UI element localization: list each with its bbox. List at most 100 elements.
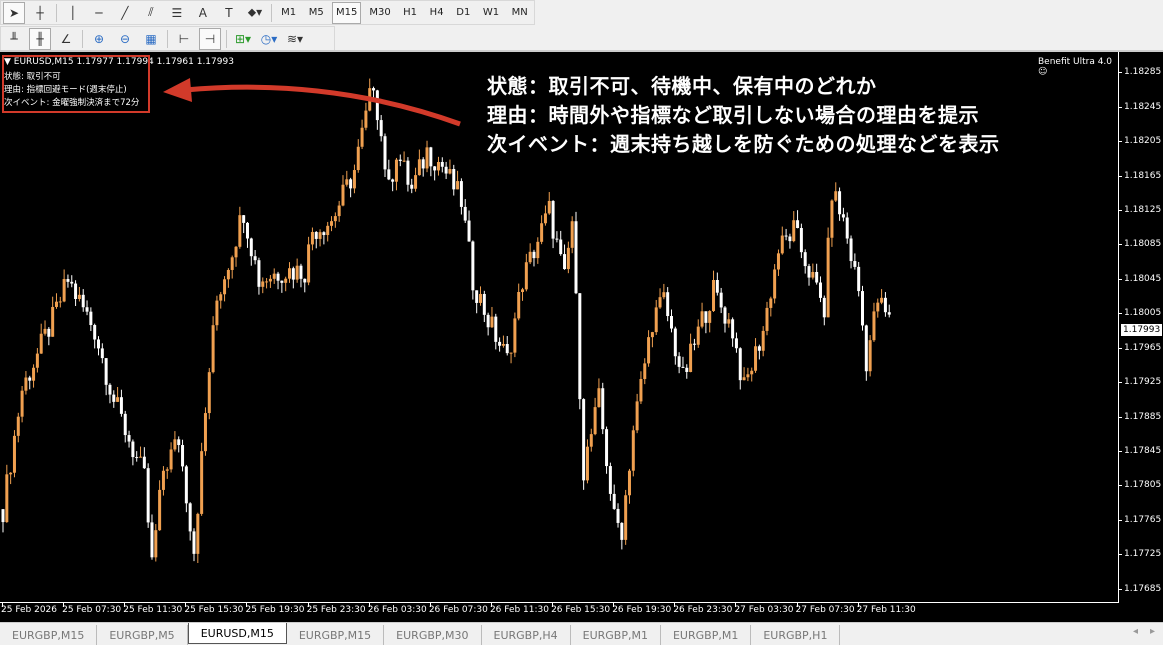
time-tick — [857, 603, 859, 607]
candle-bear — [74, 283, 78, 299]
time-tick — [429, 603, 431, 607]
price-label: 1.17685 — [1124, 583, 1162, 594]
candle-bear — [93, 325, 97, 340]
candle-bear — [47, 328, 51, 337]
tab-eurgbp-m5[interactable]: EURGBP,M5 — [97, 625, 188, 645]
timeframe-mn[interactable]: MN — [511, 7, 528, 18]
candle-bear — [299, 265, 303, 279]
trendline-button[interactable]: ╱ — [114, 2, 136, 24]
periods-dropdown-button[interactable]: ◷▾ — [258, 28, 280, 50]
candle-bull — [727, 319, 731, 324]
candle-bear — [574, 221, 578, 294]
text-label-button[interactable]: T — [218, 2, 240, 24]
time-label: 25 Feb 23:30 — [306, 605, 366, 615]
candle-bull — [868, 340, 872, 372]
time-label: 25 Feb 19:30 — [245, 605, 305, 615]
tab-eurgbp-h4[interactable]: EURGBP,H4 — [482, 625, 571, 645]
candle-bull — [5, 474, 9, 523]
candle-bull — [139, 456, 143, 458]
candle-bull — [765, 307, 769, 331]
timeframe-m5[interactable]: M5 — [308, 7, 324, 18]
tab-eurgbp-m1[interactable]: EURGBP,M1 — [661, 625, 752, 645]
overlay-reason: 理由: 指標回避モード(週末停止) — [4, 85, 127, 95]
tab-eurgbp-m30[interactable]: EURGBP,M30 — [384, 625, 482, 645]
channel-icon: ⫽ — [148, 5, 154, 19]
candle-bull — [173, 439, 177, 450]
shapes-dropdown-button[interactable]: ⬥▾ — [244, 2, 266, 24]
time-tick — [307, 603, 309, 607]
price-tick — [1119, 141, 1122, 143]
candle-bull — [272, 273, 276, 279]
autoscroll-button[interactable]: ⊣ — [199, 27, 221, 50]
channel-button[interactable]: ⫽ — [140, 2, 162, 24]
candle-bull — [307, 244, 311, 283]
candle-bear — [482, 293, 486, 315]
candle-bull — [750, 370, 754, 375]
candle-bear — [257, 260, 261, 287]
candle-bull — [35, 353, 39, 368]
candle-bull — [742, 377, 746, 381]
candle-bear — [807, 266, 811, 278]
scroll-right-icon[interactable]: ▸ — [1150, 626, 1156, 637]
vertical-line-button[interactable]: │ — [62, 2, 84, 24]
time-tick — [613, 603, 615, 607]
timeframe-d1[interactable]: D1 — [456, 7, 471, 18]
chart-window[interactable]: ▼ EURUSD,M15 1.17977 1.17994 1.17961 1.1… — [0, 52, 1163, 622]
drawing-toolbar: ➤ ┼ │ ─ ╱ ⫽ ☰ A T ⬥▾ M1 M5 M15 M30 H1 H4 D1 W1 MN — [0, 0, 535, 25]
candle-bear — [494, 316, 498, 342]
tab-eurgbp-m15[interactable]: EURGBP,M15 — [287, 625, 385, 645]
text-button[interactable]: A — [192, 2, 214, 24]
chart-plot-area[interactable]: ▼ EURUSD,M15 1.17977 1.17994 1.17961 1.1… — [0, 52, 1119, 603]
time-label: 25 Feb 07:30 — [62, 605, 122, 615]
tile-windows-button[interactable]: ▦ — [140, 28, 162, 50]
candle-bear — [242, 215, 246, 223]
timeframe-m15[interactable]: M15 — [332, 1, 362, 24]
chart-shift-button[interactable]: ⊢ — [173, 28, 195, 50]
timeframe-h1[interactable]: H1 — [403, 7, 417, 18]
bar-chart-button[interactable]: ╨ — [3, 28, 25, 50]
tab-eurgbp-m1[interactable]: EURGBP,M1 — [571, 625, 661, 645]
candle-bear — [685, 367, 689, 372]
horizontal-line-button[interactable]: ─ — [88, 2, 110, 24]
chart-toolbar: ╨ ╫ ∠ ⊕ ⊖ ▦ ⊢ ⊣ ⊞▾ ◷▾ ≋▾ — [0, 26, 335, 51]
price-tick — [1119, 175, 1122, 177]
timeframe-m1[interactable]: M1 — [281, 7, 297, 18]
zoom-out-button[interactable]: ⊖ — [114, 28, 136, 50]
trendline-icon: ╱ — [121, 5, 129, 20]
fibonacci-button[interactable]: ☰ — [166, 2, 188, 24]
candlestick-button[interactable]: ╫ — [29, 27, 51, 50]
line-chart-button[interactable]: ∠ — [55, 28, 77, 50]
candle-bull — [43, 328, 47, 334]
price-tick — [1119, 554, 1122, 556]
price-tick — [1119, 347, 1122, 349]
overlay-status: 状態: 取引不可 — [4, 72, 61, 82]
indicators-dropdown-button[interactable]: ⊞▾ — [232, 28, 254, 50]
scroll-left-icon[interactable]: ◂ — [1133, 626, 1139, 637]
cursor-button[interactable]: ➤ — [3, 1, 25, 24]
tab-eurusd-m15[interactable]: EURUSD,M15 — [187, 623, 287, 644]
candle-bear — [66, 279, 70, 282]
candle-bull — [345, 179, 349, 185]
annotation-line-reason: 理由：時間外や指標など取引しない場合の理由を提示 — [487, 103, 979, 127]
timeframe-m30[interactable]: M30 — [369, 7, 391, 18]
candle-bear — [108, 384, 112, 395]
candle-bear — [97, 339, 100, 349]
annotation-line-status: 状態：取引不可、待機中、保有中のどれか — [487, 74, 877, 98]
crosshair-button[interactable]: ┼ — [29, 2, 51, 24]
bar-chart-icon: ╨ — [10, 31, 18, 46]
annotation-line-next-event: 次イベント：週末持ち越しを防ぐための処理などを表示 — [487, 132, 1000, 156]
zoom-in-button[interactable]: ⊕ — [88, 28, 110, 50]
symbol-ohlc-line: ▼ EURUSD,M15 1.17977 1.17994 1.17961 1.1… — [4, 57, 234, 67]
templates-dropdown-button[interactable]: ≋▾ — [284, 28, 306, 50]
candle-bull — [517, 292, 521, 319]
timeframe-h4[interactable]: H4 — [429, 7, 444, 18]
time-tick — [552, 603, 554, 607]
candle-bull — [207, 372, 211, 414]
candle-bull — [761, 330, 765, 351]
tab-eurgbp-m15[interactable]: EURGBP,M15 — [0, 625, 98, 645]
price-label: 1.17965 — [1124, 342, 1162, 353]
tab-eurgbp-h1[interactable]: EURGBP,H1 — [751, 625, 841, 645]
timeframe-w1[interactable]: W1 — [482, 7, 500, 18]
candle-bear — [406, 160, 410, 185]
candle-bear — [612, 493, 616, 509]
